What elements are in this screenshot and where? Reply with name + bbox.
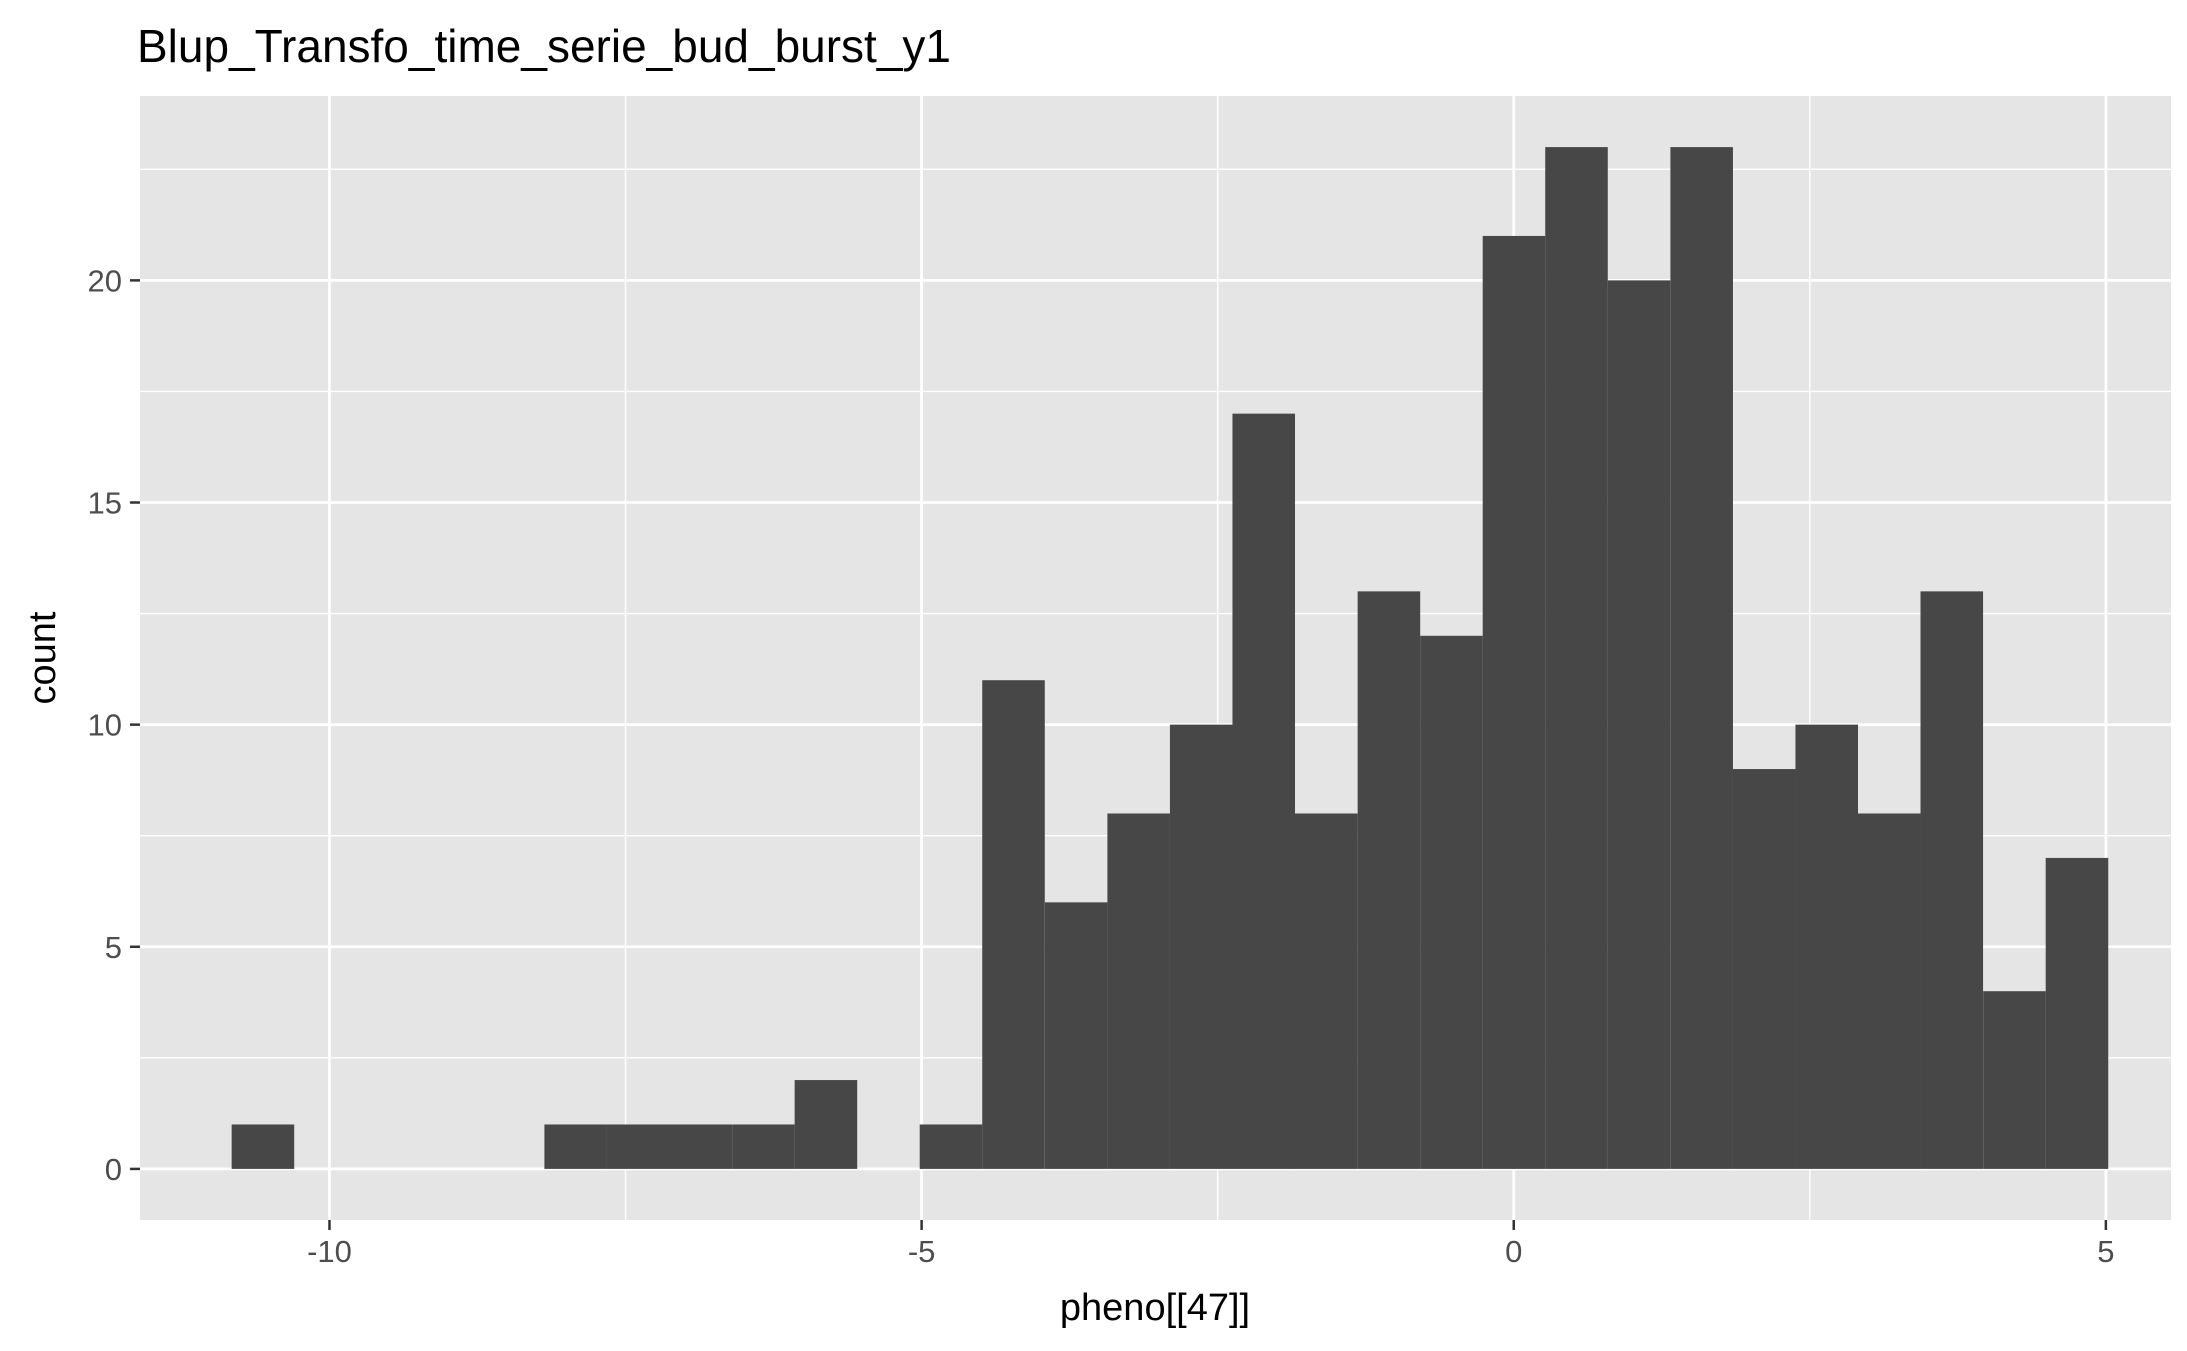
y-tick-label: 5 — [105, 930, 122, 965]
chart-title: Blup_Transfo_time_serie_bud_burst_y1 — [137, 20, 951, 72]
histogram-bar — [1357, 591, 1421, 1169]
histogram-bar — [1545, 147, 1608, 1169]
y-axis-ticks: 0 5 10 15 20 — [88, 263, 140, 1187]
histogram-bar — [1232, 413, 1296, 1169]
histogram-bar — [919, 1124, 983, 1169]
histogram-bar — [1732, 769, 1796, 1169]
y-tick-label: 0 — [105, 1152, 122, 1187]
y-tick-label: 20 — [88, 263, 122, 298]
histogram-bar — [794, 1080, 858, 1169]
x-axis-title: pheno[[47]] — [1060, 1287, 1250, 1329]
histogram-bar — [732, 1124, 795, 1169]
histogram-bar — [544, 1124, 607, 1169]
histogram-bar — [1420, 635, 1483, 1169]
histogram-bar — [1169, 724, 1233, 1169]
histogram-bar — [982, 680, 1045, 1169]
histogram-bar — [1107, 813, 1170, 1169]
x-axis-ticks: -10 -5 0 5 — [307, 1220, 2114, 1269]
histogram-bar — [1294, 813, 1358, 1169]
histogram-bar — [669, 1124, 733, 1169]
x-tick-label: 5 — [2097, 1234, 2114, 1269]
x-tick-label: -10 — [307, 1234, 352, 1269]
histogram-bar — [1044, 902, 1108, 1169]
histogram-bar — [1795, 724, 1859, 1169]
histogram-bar — [1920, 591, 1984, 1169]
histogram-bar — [1857, 813, 1921, 1169]
histogram-bar — [1607, 280, 1671, 1169]
histogram-bar — [1670, 147, 1733, 1169]
y-tick-label: 15 — [88, 486, 122, 521]
histogram-bar — [231, 1124, 295, 1169]
histogram-bar — [2045, 857, 2109, 1169]
histogram-bar — [1482, 235, 1546, 1169]
y-tick-label: 10 — [88, 708, 122, 743]
histogram-bars — [231, 147, 2109, 1169]
histogram-bar — [606, 1124, 670, 1169]
y-axis-title: count — [22, 611, 64, 704]
x-tick-label: 0 — [1505, 1234, 1522, 1269]
x-tick-label: -5 — [908, 1234, 936, 1269]
histogram-bar — [1983, 991, 2046, 1169]
